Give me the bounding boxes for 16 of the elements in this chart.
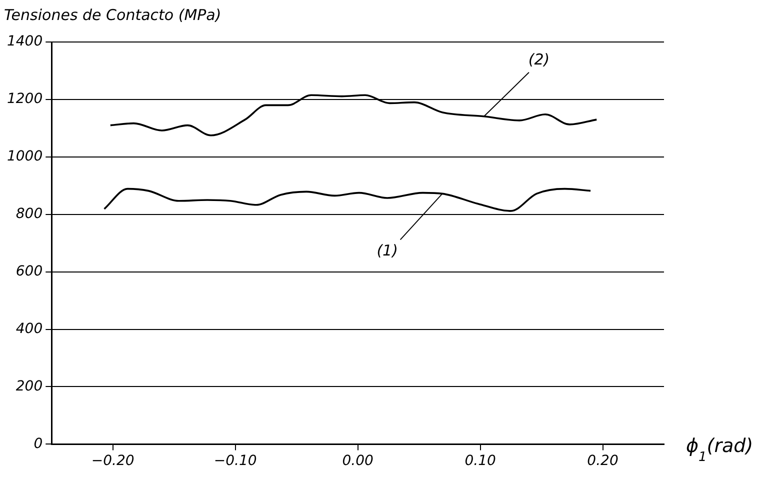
y-tick-label: 1200 bbox=[6, 91, 43, 108]
x-tick-label: 0.10 bbox=[464, 453, 496, 470]
x-tick-label: −0.10 bbox=[214, 453, 257, 470]
y-tick-label: 0 bbox=[34, 436, 43, 452]
y-tick-label: 400 bbox=[16, 320, 43, 337]
y-tick-label: 800 bbox=[16, 206, 43, 222]
y-tick-label: 1400 bbox=[6, 34, 43, 50]
x-tick-label: −0.20 bbox=[91, 453, 134, 470]
y-tick-label: 200 bbox=[16, 378, 43, 394]
annotation: (1) bbox=[376, 242, 398, 260]
y-tick-label: 1000 bbox=[6, 148, 43, 165]
y-tick-label: 600 bbox=[16, 263, 43, 280]
x-tick-label: 0.20 bbox=[587, 453, 618, 470]
chart-title: Tensiones de Contacto (MPa) bbox=[4, 6, 222, 24]
x-tick-label: 0.00 bbox=[342, 453, 374, 470]
annotation: (2) bbox=[528, 50, 550, 68]
